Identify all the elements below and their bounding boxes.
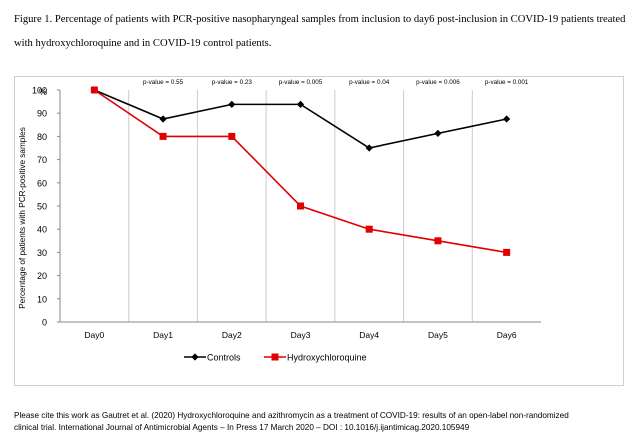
data-point-hydroxychloroquine	[228, 132, 236, 140]
x-tick-label: Day4	[359, 330, 379, 340]
y-tick-label: 80	[37, 132, 47, 142]
y-tick-label: 90	[37, 109, 47, 119]
chart-frame	[14, 76, 624, 386]
data-point-controls	[296, 100, 305, 108]
data-point-controls	[228, 100, 236, 108]
y-tick-label: 20	[37, 271, 47, 281]
pvalue-label: p-value = 0.04	[349, 79, 390, 86]
y-tick-label: 70	[37, 155, 47, 165]
pvalue-label: p-value = 0.23	[212, 79, 253, 86]
y-tick-label: 10	[37, 294, 47, 304]
footnote-line-1: Please cite this work as Gautret et al. …	[14, 411, 569, 420]
data-point-hydroxychloroquine	[90, 86, 98, 94]
x-tick-label: Day5	[428, 330, 448, 340]
x-tick-label: Day0	[84, 330, 104, 340]
data-point-hydroxychloroquine	[434, 237, 442, 245]
legend-marker-hydroxychloroquine	[271, 353, 279, 361]
x-tick-label: Day3	[291, 330, 311, 340]
y-tick-label: 30	[37, 248, 47, 258]
data-point-hydroxychloroquine	[159, 132, 167, 140]
data-point-controls	[159, 115, 167, 123]
series-line-controls	[94, 89, 507, 149]
data-point-hydroxychloroquine	[503, 248, 511, 256]
citation-footnote: Please cite this work as Gautret et al. …	[14, 410, 629, 434]
data-point-hydroxychloroquine	[365, 225, 373, 233]
caption-line-1: Figure 1. Percentage of patients with PC…	[14, 14, 626, 25]
data-point-controls	[503, 115, 511, 123]
y-unit-label: %	[39, 87, 47, 97]
pvalue-label: p-value = 0.55	[143, 79, 184, 86]
y-tick-label: 100	[32, 86, 47, 96]
x-tick-label: Day6	[497, 330, 517, 340]
pvalue-label: p-value = 0.001	[485, 79, 529, 86]
x-tick-label: Day2	[222, 330, 242, 340]
y-tick-label: 0	[42, 318, 47, 328]
x-tick-label: Day1	[153, 330, 173, 340]
data-point-controls	[365, 144, 373, 152]
series-line-hydroxychloroquine	[93, 89, 507, 254]
caption-line-2: with hydroxychloroquine and in COVID-19 …	[14, 38, 272, 49]
figure-caption: Figure 1. Percentage of patients with PC…	[14, 8, 629, 56]
legend-label-controls: Controls	[207, 353, 241, 363]
y-tick-label: 60	[37, 178, 47, 188]
y-tick-label: 50	[37, 202, 47, 212]
legend-label-hydroxychloroquine: Hydroxychloroquine	[287, 353, 367, 363]
legend-marker-controls	[191, 353, 199, 361]
data-point-controls	[434, 129, 442, 137]
y-axis-title: Percentage of patients with PCR-positive…	[18, 127, 27, 309]
pvalue-label: p-value = 0.005	[279, 79, 323, 86]
y-tick-label: 40	[37, 225, 47, 235]
data-point-hydroxychloroquine	[297, 202, 304, 210]
footnote-line-2: clinical trial. International Journal of…	[14, 423, 470, 432]
pvalue-label: p-value = 0.006	[416, 79, 460, 86]
